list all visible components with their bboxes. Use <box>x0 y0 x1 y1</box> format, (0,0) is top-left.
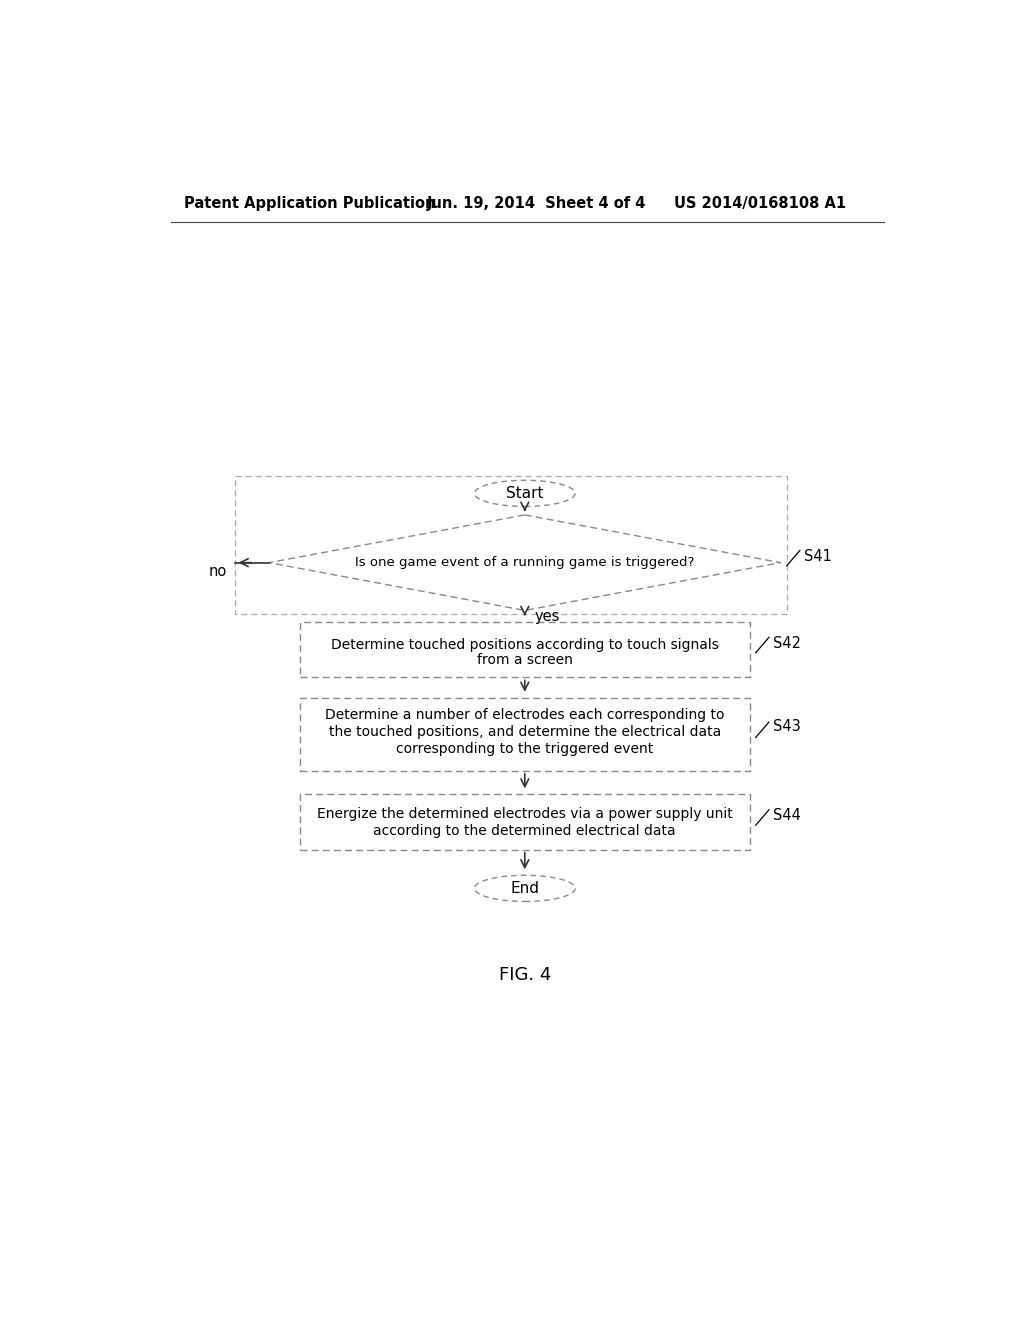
Text: corresponding to the triggered event: corresponding to the triggered event <box>396 742 653 756</box>
Text: according to the determined electrical data: according to the determined electrical d… <box>374 825 676 838</box>
FancyBboxPatch shape <box>300 622 750 677</box>
Text: Is one game event of a running game is triggered?: Is one game event of a running game is t… <box>355 556 694 569</box>
Text: yes: yes <box>535 609 559 624</box>
Text: FIG. 4: FIG. 4 <box>499 966 551 983</box>
Ellipse shape <box>474 480 575 507</box>
Text: Determine touched positions according to touch signals: Determine touched positions according to… <box>331 638 719 652</box>
Text: S42: S42 <box>773 636 801 651</box>
Text: S44: S44 <box>773 808 801 824</box>
Ellipse shape <box>474 875 575 902</box>
Text: End: End <box>510 880 540 896</box>
Text: Energize the determined electrodes via a power supply unit: Energize the determined electrodes via a… <box>316 808 733 821</box>
Text: Jun. 19, 2014  Sheet 4 of 4: Jun. 19, 2014 Sheet 4 of 4 <box>426 197 646 211</box>
Text: no: no <box>209 565 227 579</box>
Text: Start: Start <box>506 486 544 500</box>
Text: US 2014/0168108 A1: US 2014/0168108 A1 <box>675 197 847 211</box>
FancyBboxPatch shape <box>300 698 750 771</box>
Text: S41: S41 <box>804 549 831 564</box>
FancyBboxPatch shape <box>300 795 750 850</box>
Text: from a screen: from a screen <box>477 653 572 668</box>
Text: S43: S43 <box>773 719 801 734</box>
Text: the touched positions, and determine the electrical data: the touched positions, and determine the… <box>329 725 721 739</box>
Text: Determine a number of electrodes each corresponding to: Determine a number of electrodes each co… <box>325 708 725 722</box>
Text: Patent Application Publication: Patent Application Publication <box>183 197 435 211</box>
